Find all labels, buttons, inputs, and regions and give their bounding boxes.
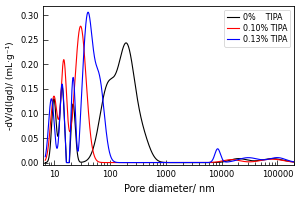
0.10% TIPA xyxy=(140,161,144,164)
0%    TIPA xyxy=(150,151,154,153)
0%    TIPA xyxy=(124,42,128,44)
0.10% TIPA xyxy=(288,160,291,163)
0.10% TIPA xyxy=(79,25,83,27)
0%    TIPA xyxy=(44,161,47,164)
Line: 0%    TIPA: 0% TIPA xyxy=(45,43,294,163)
0.13% TIPA xyxy=(288,160,291,162)
0%    TIPA xyxy=(72,105,76,108)
0.13% TIPA xyxy=(64,161,68,164)
0.13% TIPA xyxy=(86,11,90,13)
0.13% TIPA xyxy=(72,79,76,82)
0%    TIPA xyxy=(87,157,90,160)
0%    TIPA xyxy=(288,160,291,163)
0%    TIPA xyxy=(261,159,265,161)
0.10% TIPA xyxy=(44,159,47,161)
0.10% TIPA xyxy=(139,161,142,164)
0%    TIPA xyxy=(292,161,296,163)
0.10% TIPA xyxy=(72,98,76,100)
X-axis label: Pore diameter/ nm: Pore diameter/ nm xyxy=(124,184,214,194)
0.10% TIPA xyxy=(150,161,154,164)
0%    TIPA xyxy=(65,161,68,164)
0.13% TIPA xyxy=(292,161,296,163)
0.13% TIPA xyxy=(139,161,143,164)
Line: 0.13% TIPA: 0.13% TIPA xyxy=(45,12,294,163)
0.10% TIPA xyxy=(292,161,296,163)
0.13% TIPA xyxy=(261,159,265,161)
Legend: 0%    TIPA, 0.10% TIPA, 0.13% TIPA: 0% TIPA, 0.10% TIPA, 0.13% TIPA xyxy=(224,10,290,47)
0.13% TIPA xyxy=(150,161,154,164)
0.10% TIPA xyxy=(261,159,265,161)
0.10% TIPA xyxy=(87,112,90,114)
0%    TIPA xyxy=(139,116,143,119)
Y-axis label: -dV/d(lgd)/ (mL·g⁻¹): -dV/d(lgd)/ (mL·g⁻¹) xyxy=(6,41,15,130)
0.13% TIPA xyxy=(87,12,90,14)
0.13% TIPA xyxy=(44,155,47,158)
Line: 0.10% TIPA: 0.10% TIPA xyxy=(45,26,294,163)
